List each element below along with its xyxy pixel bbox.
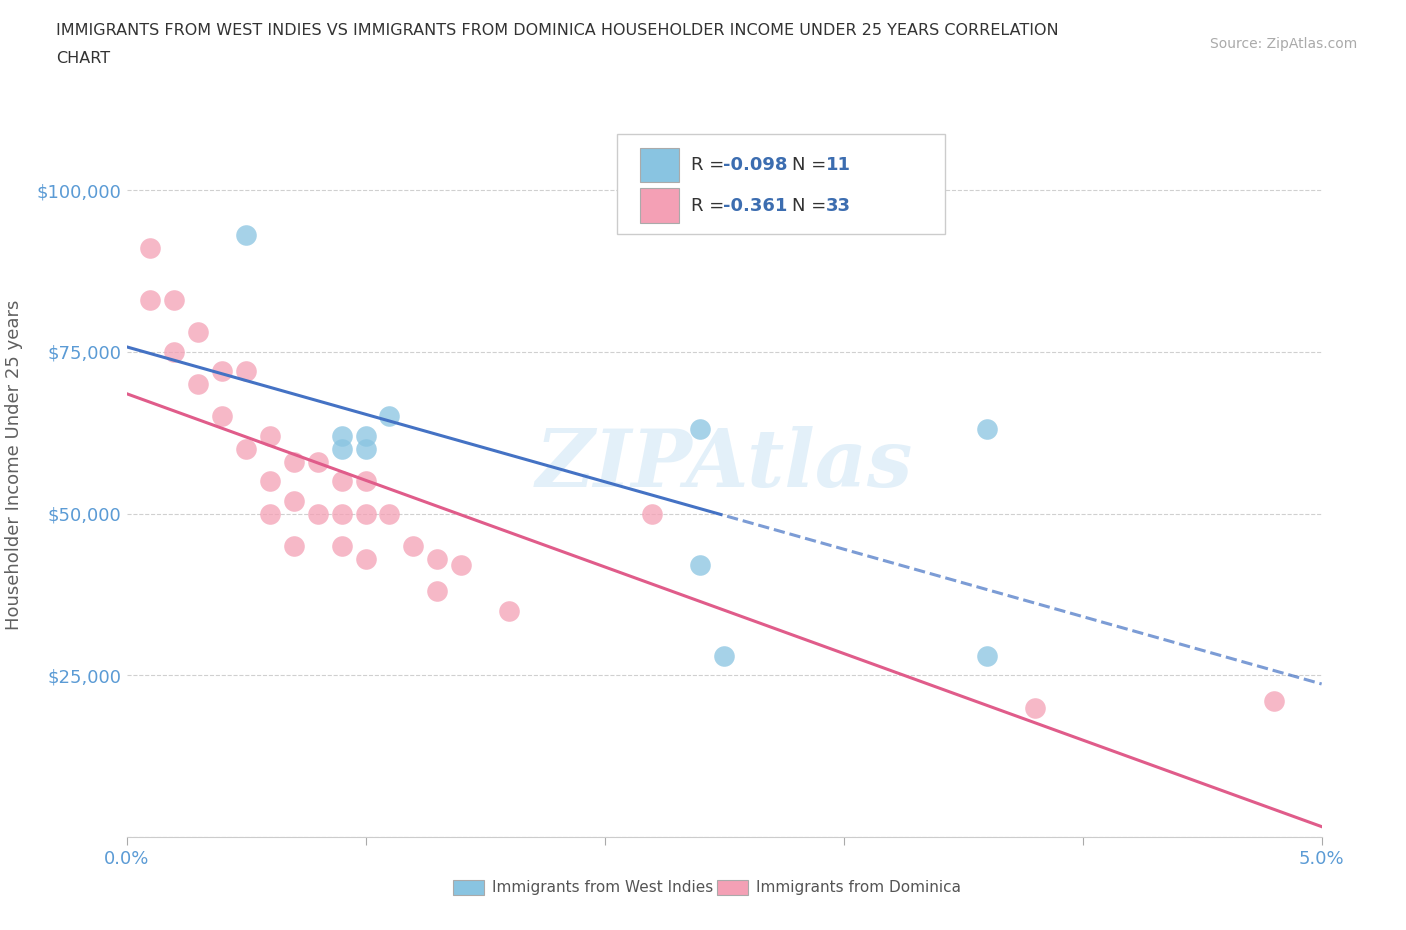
Point bbox=[689, 558, 711, 573]
Text: R =: R = bbox=[690, 156, 730, 174]
Point bbox=[235, 364, 257, 379]
Point bbox=[283, 538, 305, 553]
Point bbox=[378, 506, 401, 521]
Text: IMMIGRANTS FROM WEST INDIES VS IMMIGRANTS FROM DOMINICA HOUSEHOLDER INCOME UNDER: IMMIGRANTS FROM WEST INDIES VS IMMIGRANT… bbox=[56, 23, 1059, 38]
Point bbox=[689, 422, 711, 437]
Point bbox=[283, 455, 305, 470]
Point bbox=[378, 409, 401, 424]
Point bbox=[259, 473, 281, 488]
Point bbox=[402, 538, 425, 553]
Point bbox=[330, 442, 353, 457]
Point bbox=[330, 429, 353, 444]
Point bbox=[163, 344, 186, 359]
Text: -0.361: -0.361 bbox=[723, 196, 787, 215]
Text: Immigrants from West Indies: Immigrants from West Indies bbox=[492, 880, 713, 895]
Text: -0.098: -0.098 bbox=[723, 156, 787, 174]
Text: 33: 33 bbox=[825, 196, 851, 215]
Text: Immigrants from Dominica: Immigrants from Dominica bbox=[756, 880, 962, 895]
Point bbox=[235, 228, 257, 243]
Point bbox=[307, 506, 329, 521]
Point bbox=[498, 604, 520, 618]
Point bbox=[163, 293, 186, 308]
Text: ZIPAtlas: ZIPAtlas bbox=[536, 426, 912, 504]
Bar bbox=[453, 880, 484, 895]
Point bbox=[211, 409, 233, 424]
Point bbox=[426, 584, 449, 599]
FancyBboxPatch shape bbox=[640, 148, 679, 182]
Point bbox=[713, 648, 735, 663]
Point bbox=[354, 551, 377, 566]
Text: Source: ZipAtlas.com: Source: ZipAtlas.com bbox=[1209, 37, 1357, 51]
Point bbox=[426, 551, 449, 566]
Point bbox=[307, 455, 329, 470]
Text: N =: N = bbox=[792, 156, 832, 174]
Point bbox=[354, 473, 377, 488]
Point bbox=[976, 422, 998, 437]
Text: R =: R = bbox=[690, 196, 730, 215]
FancyBboxPatch shape bbox=[640, 189, 679, 222]
Point bbox=[1024, 700, 1046, 715]
Bar bbox=[717, 880, 748, 895]
Point bbox=[211, 364, 233, 379]
Point bbox=[354, 429, 377, 444]
Point bbox=[450, 558, 472, 573]
Text: 11: 11 bbox=[825, 156, 851, 174]
Point bbox=[259, 429, 281, 444]
Point bbox=[187, 325, 209, 339]
Point bbox=[1263, 694, 1285, 709]
Text: N =: N = bbox=[792, 196, 832, 215]
Point bbox=[354, 442, 377, 457]
Point bbox=[259, 506, 281, 521]
Point bbox=[330, 473, 353, 488]
Point bbox=[976, 648, 998, 663]
Point bbox=[139, 241, 162, 256]
Text: CHART: CHART bbox=[56, 51, 110, 66]
Point bbox=[283, 493, 305, 508]
FancyBboxPatch shape bbox=[616, 134, 945, 234]
Point bbox=[354, 506, 377, 521]
Point bbox=[139, 293, 162, 308]
Point bbox=[641, 506, 664, 521]
Y-axis label: Householder Income Under 25 years: Householder Income Under 25 years bbox=[4, 299, 22, 631]
Point bbox=[330, 538, 353, 553]
Point bbox=[187, 377, 209, 392]
Point bbox=[330, 506, 353, 521]
Point bbox=[235, 442, 257, 457]
